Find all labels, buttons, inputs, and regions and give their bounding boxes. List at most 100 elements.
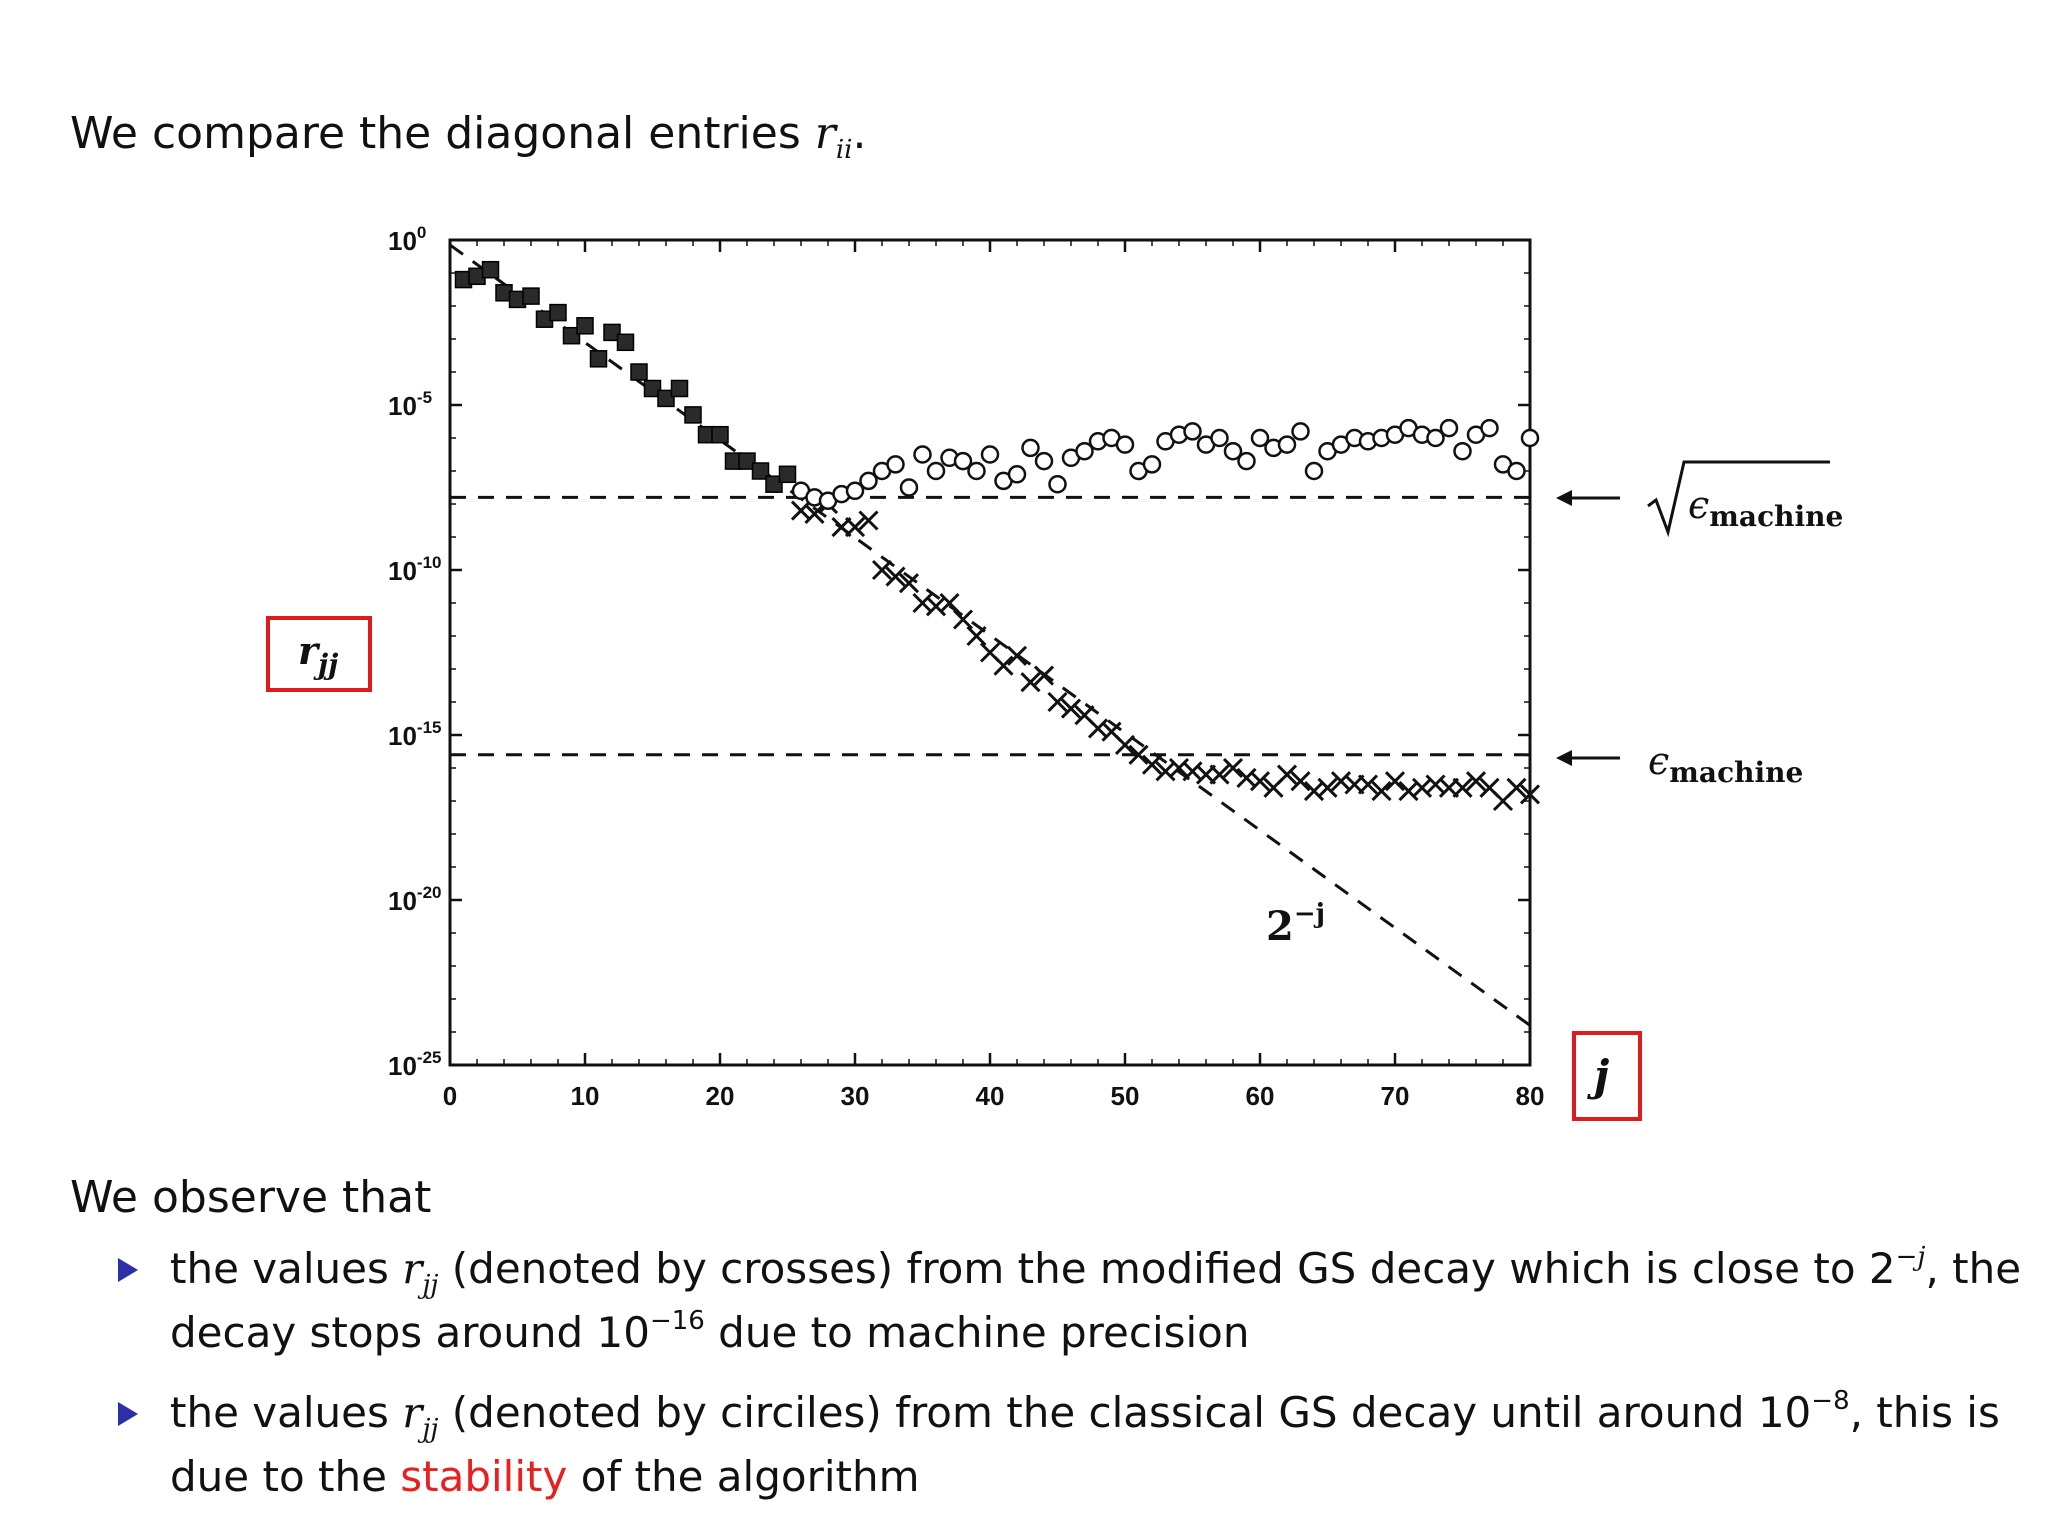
square-marker	[657, 389, 675, 408]
two-power-base: 2	[1266, 903, 1294, 950]
square-marker	[765, 475, 783, 493]
circle-marker	[913, 445, 932, 464]
x-tick-label: 60	[1246, 1081, 1275, 1111]
sqrt-eps-symbol: ϵ	[1688, 483, 1709, 527]
circle-marker	[1183, 422, 1202, 441]
circle-marker	[859, 471, 878, 491]
x-tick-label: 80	[1516, 1081, 1545, 1111]
intro-sentence: We compare the diagonal entries rii.	[70, 104, 866, 170]
cross-marker	[925, 596, 947, 617]
cross-marker	[871, 559, 893, 581]
square-marker	[576, 317, 594, 335]
y-tick-label: 100	[388, 223, 426, 256]
square-marker	[589, 350, 608, 368]
circle-marker	[1304, 461, 1324, 481]
square-marker	[549, 303, 567, 322]
y-axis-label: rjj	[298, 628, 338, 681]
cross-marker	[1506, 777, 1527, 798]
eps-subscript: machine	[1669, 756, 1803, 789]
x-tick-label: 30	[841, 1081, 870, 1111]
cross-marker	[1128, 744, 1149, 765]
cross-marker	[1452, 777, 1473, 798]
cross-marker	[1357, 774, 1379, 795]
square-marker	[522, 287, 540, 305]
two-power-minus-j-line	[449, 243, 1531, 1027]
x-tick-label: 10	[571, 1081, 600, 1111]
circle-marker	[1291, 422, 1310, 441]
y-tick-label: 10-25	[388, 1048, 442, 1081]
sqrt-eps-subscript: machine	[1709, 500, 1843, 533]
circle-marker	[926, 461, 946, 481]
circle-marker	[967, 461, 986, 481]
circle-marker	[1439, 418, 1459, 438]
circle-marker	[845, 481, 865, 501]
square-marker	[684, 406, 702, 424]
sqrt-eps-arrow-head	[1556, 490, 1572, 506]
circle-marker	[1277, 435, 1297, 454]
y-tick-label: 10-15	[388, 718, 442, 751]
intro-subscript: ii	[835, 135, 853, 165]
cross-marker	[858, 510, 879, 531]
cross-marker	[1060, 698, 1082, 719]
stability-highlight: stability	[400, 1452, 568, 1501]
cross-marker	[1209, 764, 1230, 785]
circle-marker	[1507, 461, 1526, 481]
bullet-triangle-icon	[118, 1402, 138, 1426]
two-power-exponent: −j	[1294, 899, 1325, 929]
cross-marker	[898, 573, 920, 594]
circle-marker	[1223, 441, 1243, 461]
cross-marker	[966, 625, 987, 647]
cross-marker	[912, 592, 933, 614]
square-marker	[670, 379, 689, 398]
cross-marker	[993, 655, 1014, 676]
x-tick-label: 40	[976, 1081, 1005, 1111]
circle-marker	[899, 478, 919, 497]
cross-marker	[1425, 774, 1446, 795]
circle-marker	[1075, 441, 1094, 461]
bullet-triangle-icon	[118, 1258, 138, 1282]
cross-marker	[1303, 781, 1325, 802]
circle-marker	[1007, 465, 1027, 484]
cross-marker	[1182, 761, 1203, 782]
intro-period: .	[852, 108, 867, 159]
cross-marker	[1371, 781, 1392, 802]
y-label-highlight-box	[266, 616, 372, 692]
observe-heading: We observe that	[70, 1172, 432, 1223]
square-marker	[603, 323, 621, 342]
cross-marker	[952, 609, 974, 630]
y-tick-label: 10-20	[388, 883, 442, 916]
cross-marker	[1384, 771, 1406, 792]
circle-marker	[1520, 428, 1540, 448]
circle-marker	[1426, 428, 1445, 448]
square-marker	[711, 425, 729, 444]
square-marker	[616, 333, 635, 352]
svg-text:ϵmachine: ϵmachine	[1648, 739, 1803, 789]
square-marker	[481, 260, 500, 279]
cross-marker	[1519, 784, 1541, 805]
rjj-decay-figure: 0 10 20 30 40 50 60 70 80 100 10-5 10-10 10-15 10-20…	[266, 223, 1843, 1121]
circle-marker	[1115, 435, 1135, 454]
two-power-minus-j-label: 2−j	[1266, 899, 1325, 950]
cross-marker	[1033, 665, 1055, 686]
cross-marker	[1317, 777, 1338, 798]
cross-marker	[1411, 777, 1433, 798]
square-marker	[643, 379, 662, 398]
cross-marker	[1020, 672, 1041, 693]
data-series	[454, 260, 1541, 812]
list-item: the values rjj (denoted by circiles) fro…	[118, 1384, 2038, 1506]
y-tick-label: 10-10	[388, 553, 442, 586]
x-label-highlight-box	[1572, 1031, 1642, 1121]
square-marker	[630, 363, 648, 381]
circle-marker	[1034, 451, 1054, 471]
x-tick-label: 0	[443, 1081, 457, 1111]
x-tick-label: 50	[1111, 1081, 1140, 1111]
circle-marker	[1237, 451, 1256, 471]
eps-machine-label: ϵmachine	[1556, 739, 1803, 789]
square-marker	[738, 452, 756, 470]
circle-marker	[1142, 455, 1162, 474]
cross-marker	[1141, 754, 1163, 775]
x-axis-label: j	[1587, 1051, 1609, 1100]
intro-text: We compare the diagonal entries	[70, 108, 815, 159]
square-marker	[778, 465, 797, 484]
intro-symbol: r	[814, 108, 836, 159]
